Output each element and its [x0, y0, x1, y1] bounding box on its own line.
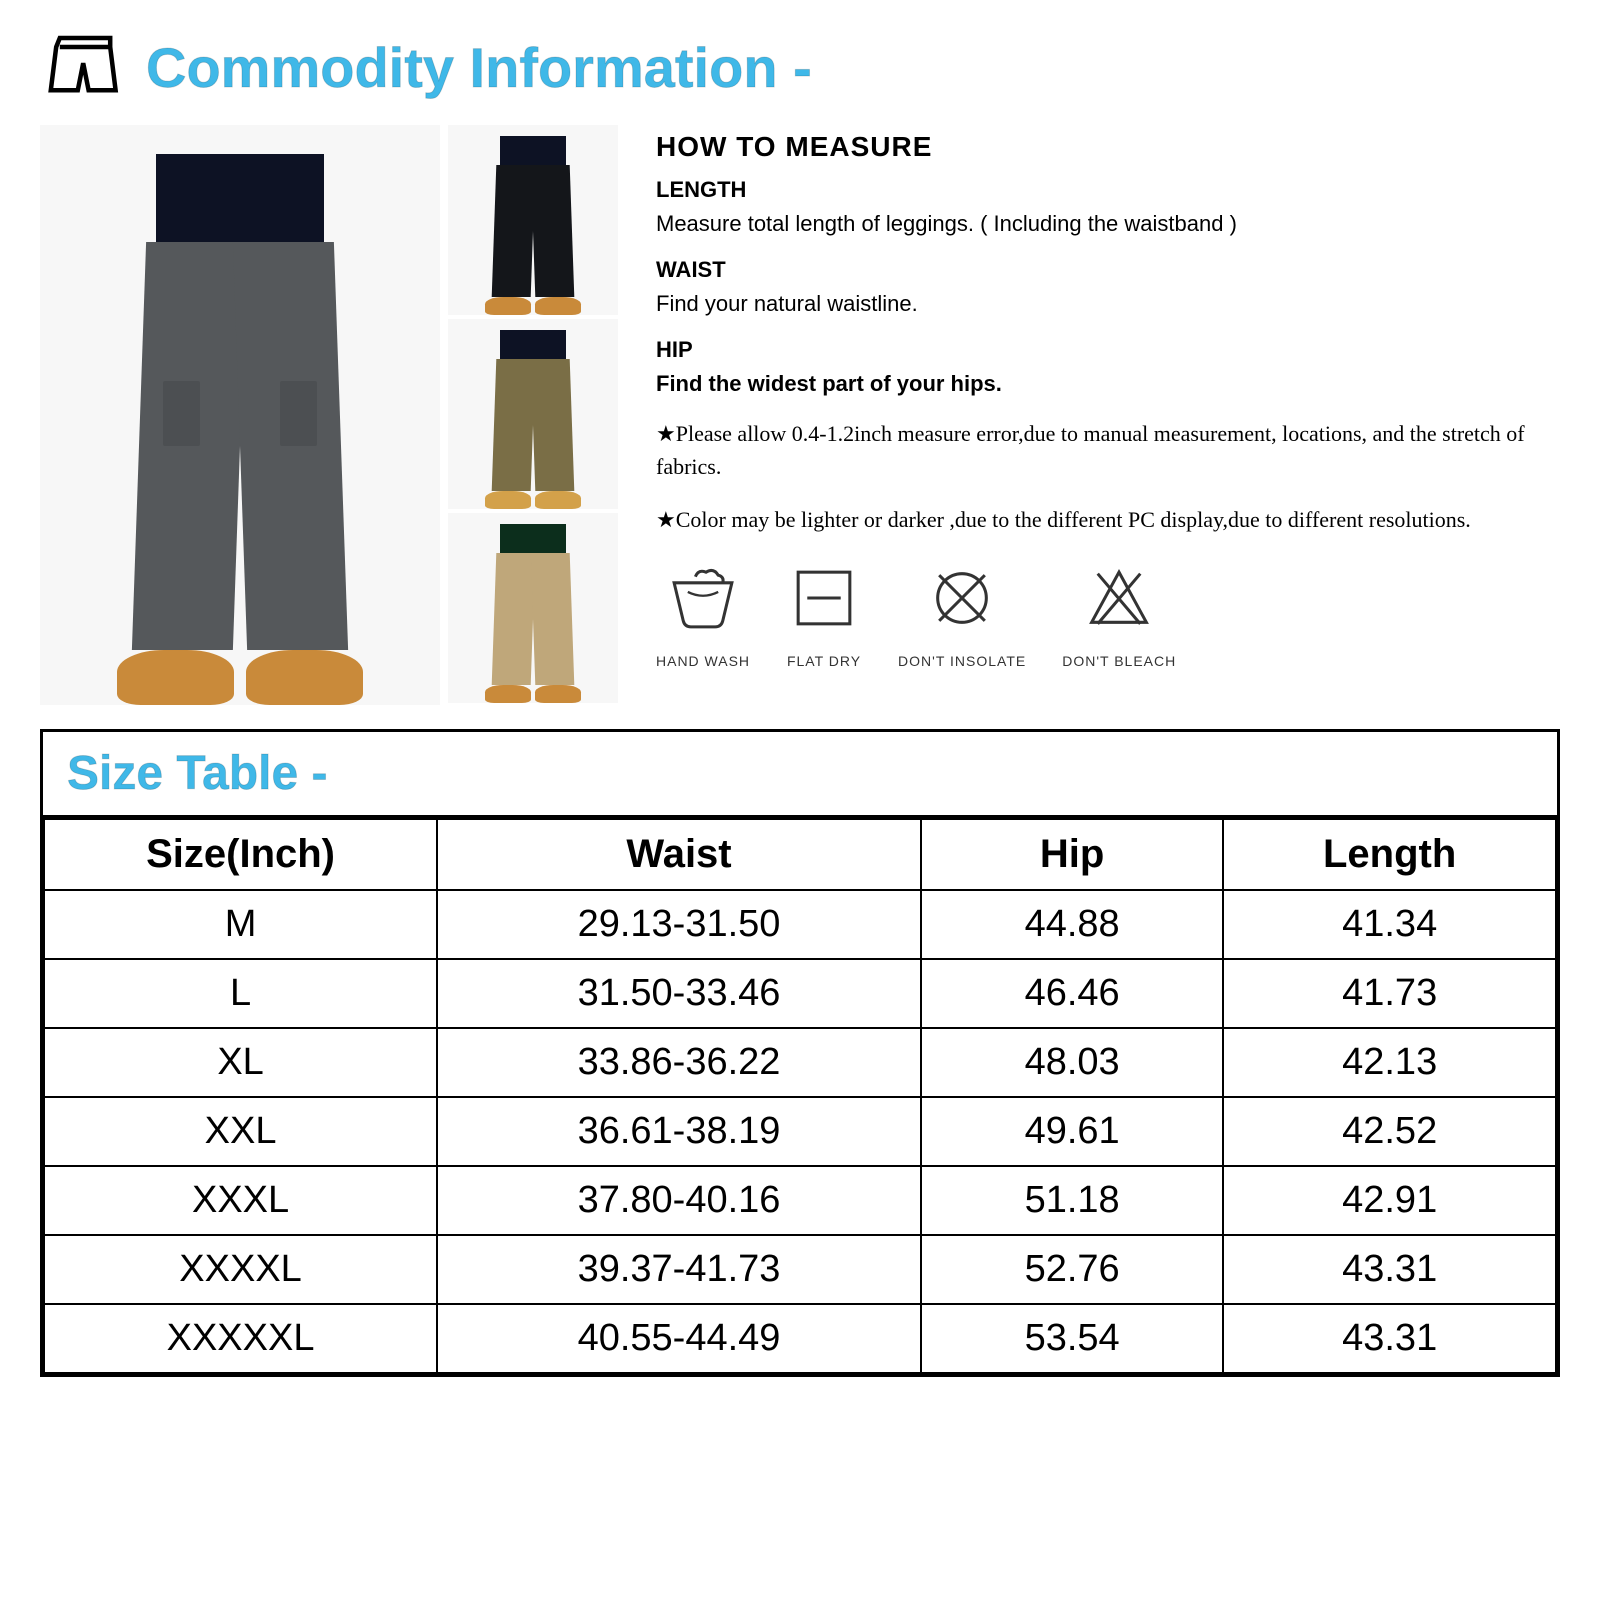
table-cell: XXXXL	[44, 1235, 437, 1304]
page-title: Commodity Information -	[146, 35, 812, 100]
table-body: M29.13-31.5044.8841.34L31.50-33.4646.464…	[44, 890, 1556, 1373]
boot-right	[246, 650, 364, 705]
product-main-image	[40, 125, 440, 705]
care-hand-wash: HAND WASH	[656, 560, 750, 669]
table-cell: 42.52	[1223, 1097, 1556, 1166]
person-illustration	[100, 154, 380, 705]
torso	[156, 154, 324, 253]
care-label: DON'T BLEACH	[1062, 653, 1176, 669]
flat-dry-icon	[786, 560, 862, 641]
table-cell: 36.61-38.19	[437, 1097, 921, 1166]
table-cell: XXXL	[44, 1166, 437, 1235]
boot-left	[117, 650, 235, 705]
dont-bleach-icon	[1081, 560, 1157, 641]
product-thumb-1[interactable]	[448, 319, 618, 509]
table-cell: 43.31	[1223, 1235, 1556, 1304]
table-row: M29.13-31.5044.8841.34	[44, 890, 1556, 959]
table-row: XXXXXL40.55-44.4953.5443.31	[44, 1304, 1556, 1373]
note-2: ★Color may be lighter or darker ,due to …	[656, 503, 1560, 536]
care-label: FLAT DRY	[787, 653, 861, 669]
care-flat-dry: FLAT DRY	[786, 560, 862, 669]
pants	[139, 242, 341, 650]
table-cell: 43.31	[1223, 1304, 1556, 1373]
care-dont-insolate: DON'T INSOLATE	[898, 560, 1026, 669]
product-thumbnails	[448, 125, 618, 705]
product-thumb-0[interactable]	[448, 125, 618, 315]
table-cell: 53.54	[921, 1304, 1223, 1373]
table-cell: 31.50-33.46	[437, 959, 921, 1028]
dont-insolate-icon	[924, 560, 1000, 641]
size-table: Size(Inch)WaistHipLength M29.13-31.5044.…	[43, 818, 1557, 1374]
waist-text: Find your natural waistline.	[656, 291, 1560, 317]
pocket-right	[280, 381, 316, 446]
table-cell: 29.13-31.50	[437, 890, 921, 959]
shorts-icon	[40, 20, 130, 115]
care-instructions: HAND WASH FLAT DRY DON'T INSOLATE DON'T …	[656, 560, 1560, 669]
table-cell: 52.76	[921, 1235, 1223, 1304]
table-cell: XXL	[44, 1097, 437, 1166]
header: Commodity Information -	[40, 20, 1560, 115]
table-row: XXL36.61-38.1949.6142.52	[44, 1097, 1556, 1166]
table-cell: 51.18	[921, 1166, 1223, 1235]
hip-text: Find the widest part of your hips.	[656, 371, 1560, 397]
care-label: DON'T INSOLATE	[898, 653, 1026, 669]
pocket-left	[163, 381, 199, 446]
size-table-container: Size Table - Size(Inch)WaistHipLength M2…	[40, 729, 1560, 1377]
table-cell: 46.46	[921, 959, 1223, 1028]
table-row: XXXL37.80-40.1651.1842.91	[44, 1166, 1556, 1235]
table-cell: 40.55-44.49	[437, 1304, 921, 1373]
hip-label: HIP	[656, 337, 1560, 363]
top-section: HOW TO MEASURE LENGTH Measure total leng…	[40, 125, 1560, 705]
table-header-row: Size(Inch)WaistHipLength	[44, 819, 1556, 890]
table-cell: 49.61	[921, 1097, 1223, 1166]
table-cell: XXXXXL	[44, 1304, 437, 1373]
table-header-cell: Length	[1223, 819, 1556, 890]
care-dont-bleach: DON'T BLEACH	[1062, 560, 1176, 669]
leg-left	[132, 242, 247, 650]
table-cell: M	[44, 890, 437, 959]
table-cell: L	[44, 959, 437, 1028]
table-row: XL33.86-36.2248.0342.13	[44, 1028, 1556, 1097]
table-cell: 39.37-41.73	[437, 1235, 921, 1304]
size-table-title: Size Table -	[43, 732, 1557, 818]
waist-label: WAIST	[656, 257, 1560, 283]
table-row: L31.50-33.4646.4641.73	[44, 959, 1556, 1028]
table-header-cell: Hip	[921, 819, 1223, 890]
table-header-cell: Size(Inch)	[44, 819, 437, 890]
table-cell: 41.73	[1223, 959, 1556, 1028]
table-cell: 42.13	[1223, 1028, 1556, 1097]
table-cell: 48.03	[921, 1028, 1223, 1097]
hand-wash-icon	[665, 560, 741, 641]
table-cell: 37.80-40.16	[437, 1166, 921, 1235]
product-thumb-2[interactable]	[448, 513, 618, 703]
length-label: LENGTH	[656, 177, 1560, 203]
table-cell: XL	[44, 1028, 437, 1097]
leg-right	[233, 242, 348, 650]
measure-heading: HOW TO MEASURE	[656, 131, 1560, 163]
care-label: HAND WASH	[656, 653, 750, 669]
measure-guide: HOW TO MEASURE LENGTH Measure total leng…	[626, 125, 1560, 705]
note-1: ★Please allow 0.4-1.2inch measure error,…	[656, 417, 1560, 483]
table-row: XXXXL39.37-41.7352.7643.31	[44, 1235, 1556, 1304]
table-cell: 44.88	[921, 890, 1223, 959]
table-cell: 42.91	[1223, 1166, 1556, 1235]
table-cell: 33.86-36.22	[437, 1028, 921, 1097]
table-cell: 41.34	[1223, 890, 1556, 959]
table-header-cell: Waist	[437, 819, 921, 890]
length-text: Measure total length of leggings. ( Incl…	[656, 211, 1560, 237]
